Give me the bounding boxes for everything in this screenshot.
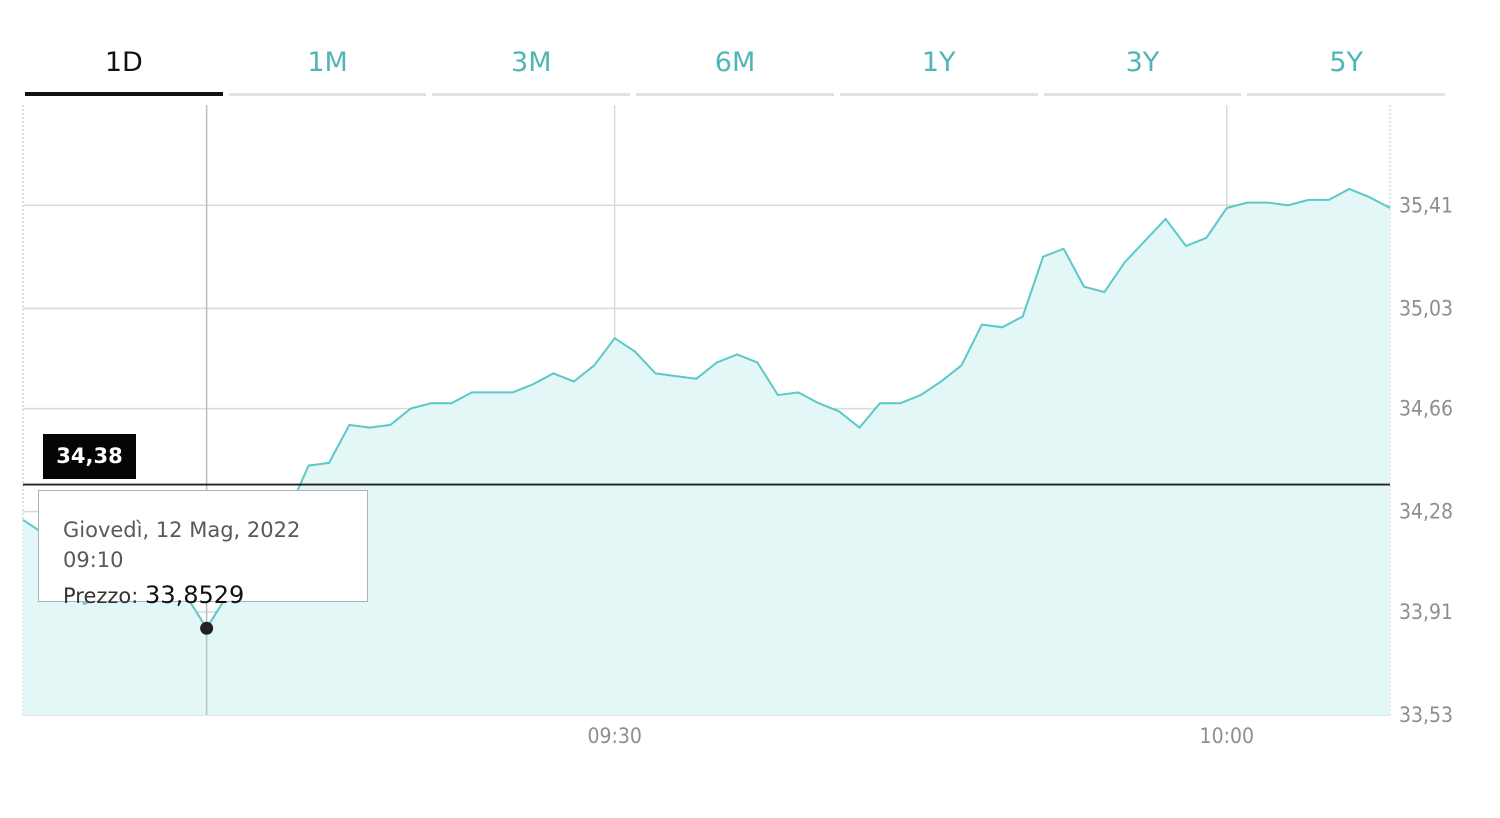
price-point — [757, 362, 759, 364]
price-point — [1267, 202, 1269, 204]
price-point — [1348, 188, 1350, 190]
tab-6m[interactable]: 6M — [636, 38, 834, 98]
price-point — [369, 427, 371, 429]
price-point — [1246, 202, 1248, 204]
timeframe-tabs: 1D 1M 3M 6M 1Y 3Y 5Y — [25, 38, 1445, 98]
price-point — [899, 402, 901, 404]
y-tick-label: 34,66 — [1399, 397, 1453, 421]
price-point — [1307, 199, 1309, 201]
price-point — [389, 424, 391, 426]
y-tick-label: 33,91 — [1399, 600, 1453, 624]
price-point — [838, 410, 840, 412]
price-point — [940, 381, 942, 383]
y-tick-label: 35,41 — [1399, 193, 1453, 217]
x-axis-ticks: 09:30 10:00 — [587, 724, 1254, 748]
tooltip-price-row: Prezzo: 33,8529 — [63, 577, 367, 614]
price-point — [593, 364, 595, 366]
price-point — [879, 402, 881, 404]
price-point — [430, 402, 432, 404]
tooltip-date: Giovedì, 12 Mag, 2022 09:10 — [63, 518, 301, 572]
price-point — [634, 351, 636, 353]
tab-3y[interactable]: 3Y — [1043, 38, 1242, 98]
price-point — [1226, 207, 1228, 209]
price-point — [451, 402, 453, 404]
price-point — [1185, 245, 1187, 247]
y-tick-label: 34,28 — [1399, 500, 1453, 524]
price-point — [1328, 199, 1330, 201]
price-point — [348, 424, 350, 426]
price-point — [655, 372, 657, 374]
hover-tooltip: Giovedì, 12 Mag, 2022 09:10 Prezzo: 33,8… — [38, 490, 368, 609]
price-point — [1022, 316, 1024, 318]
price-point — [553, 372, 555, 374]
price-point — [1124, 261, 1126, 263]
price-point — [716, 362, 718, 364]
hover-point-marker — [200, 621, 214, 635]
tab-1m[interactable]: 1M — [228, 38, 427, 98]
price-point — [328, 462, 330, 464]
price-area-fill — [23, 189, 1390, 715]
price-point — [1144, 240, 1146, 242]
x-tick-label: 10:00 — [1200, 724, 1254, 748]
price-point — [1389, 207, 1391, 209]
price-point — [308, 465, 310, 467]
tooltip-price-value: 33,8529 — [145, 581, 245, 609]
price-point — [920, 394, 922, 396]
price-point — [961, 364, 963, 366]
price-point — [695, 378, 697, 380]
price-point — [1063, 248, 1065, 250]
price-point — [1103, 291, 1105, 293]
price-point — [1042, 256, 1044, 258]
y-tick-label: 33,53 — [1399, 703, 1453, 727]
current-price-label: 34,38 — [43, 434, 136, 479]
tab-1y[interactable]: 1Y — [839, 38, 1038, 98]
x-tick-label: 09:30 — [587, 724, 641, 748]
price-point — [1165, 218, 1167, 220]
y-axis-ticks: 35,41 35,03 34,66 34,28 33,91 33,53 — [1399, 193, 1453, 727]
price-point — [1287, 204, 1289, 206]
price-point — [532, 383, 534, 385]
price-point — [22, 519, 24, 521]
price-point — [410, 408, 412, 410]
price-point — [1369, 196, 1371, 198]
price-point — [859, 427, 861, 429]
price-point — [777, 394, 779, 396]
price-point — [736, 353, 738, 355]
tab-3m[interactable]: 3M — [432, 38, 630, 98]
price-point — [1083, 286, 1085, 288]
price-point — [797, 391, 799, 393]
price-point — [573, 381, 575, 383]
price-point — [614, 337, 616, 339]
price-point — [512, 391, 514, 393]
tooltip-price-label: Prezzo: — [63, 584, 139, 608]
price-point — [1001, 326, 1003, 328]
tab-1d[interactable]: 1D — [25, 38, 223, 98]
price-point — [675, 375, 677, 377]
tab-5y[interactable]: 5Y — [1247, 38, 1445, 98]
price-point — [1205, 237, 1207, 239]
price-point — [471, 391, 473, 393]
price-point — [981, 324, 983, 326]
price-point — [818, 402, 820, 404]
price-point — [491, 391, 493, 393]
y-tick-label: 35,03 — [1399, 296, 1453, 320]
